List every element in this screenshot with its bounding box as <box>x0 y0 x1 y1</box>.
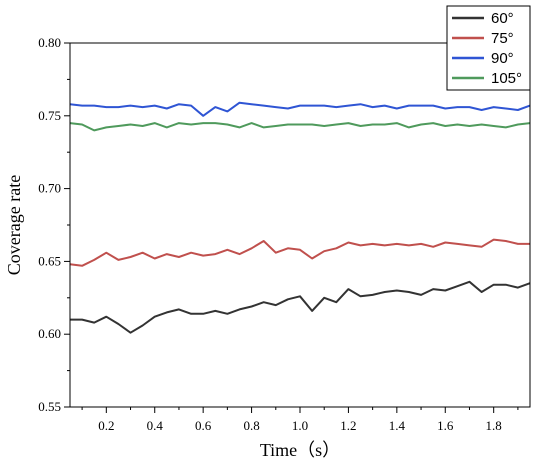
legend-label: 60° <box>491 10 514 27</box>
series-line <box>70 280 531 334</box>
x-tick-label: 1.2 <box>340 418 356 433</box>
x-tick-label: 1.4 <box>389 418 406 433</box>
x-tick-label: 0.4 <box>147 418 164 433</box>
y-tick-label: 0.75 <box>38 108 61 123</box>
tick-layer: 0.55 0.60 0.65 0.70 0.75 0.80 0.2 0.4 0.6 0.8 1.0 1… <box>38 35 519 433</box>
plot-frame <box>69 42 531 408</box>
x-tick-label: 0.8 <box>243 418 259 433</box>
y-tick-label: 0.80 <box>38 35 61 50</box>
y-tick-label: 0.70 <box>38 181 61 196</box>
series-line <box>69 101 531 117</box>
axes <box>69 42 531 408</box>
series-layer <box>69 101 531 334</box>
x-axis-label: Time（s） <box>260 440 340 460</box>
y-tick-label: 0.55 <box>38 399 61 414</box>
legend-label: 90° <box>491 50 514 67</box>
y-axis-label: Coverage rate <box>4 175 24 275</box>
legend-label: 105° <box>491 70 522 87</box>
y-tick-label: 0.65 <box>38 253 61 268</box>
legend-box <box>446 5 531 91</box>
series-line <box>69 122 531 132</box>
y-tick-label: 0.60 <box>38 326 61 341</box>
x-tick-label: 0.6 <box>195 418 212 433</box>
legend-label: 75° <box>491 30 514 47</box>
legend: 60° 75° 90° 105° <box>446 5 531 91</box>
x-tick-label: 0.2 <box>98 418 114 433</box>
x-tick-label: 1.0 <box>292 418 308 433</box>
x-tick-label: 1.6 <box>437 418 454 433</box>
x-tick-label: 1.8 <box>486 418 502 433</box>
series-line <box>69 238 530 267</box>
